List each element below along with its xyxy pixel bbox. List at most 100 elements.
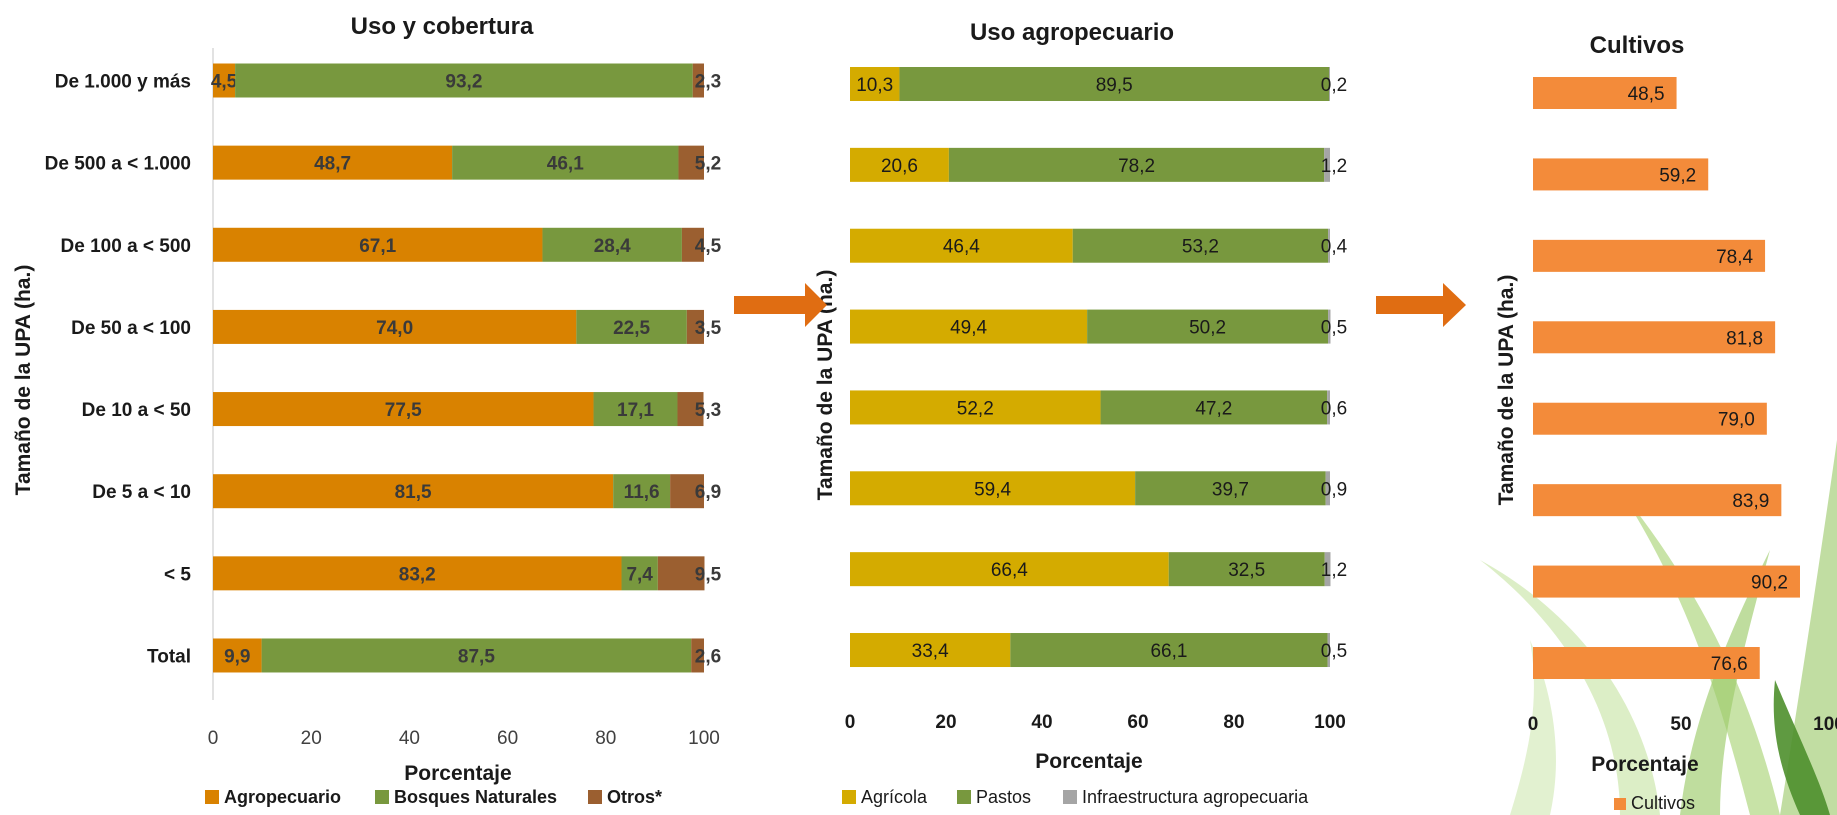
x-tick-label: 80 bbox=[595, 728, 616, 749]
data-label: 6,9 bbox=[695, 482, 721, 503]
data-label: 2,6 bbox=[695, 646, 721, 667]
data-label: 5,2 bbox=[695, 154, 721, 175]
legend-label: Cultivos bbox=[1631, 793, 1695, 813]
data-label: 78,2 bbox=[1118, 156, 1155, 177]
data-label: 7,4 bbox=[626, 564, 653, 585]
category-label: Total bbox=[147, 646, 191, 667]
data-label: 32,5 bbox=[1228, 560, 1265, 581]
data-label: 1,2 bbox=[1321, 156, 1347, 177]
x-tick-label: 100 bbox=[688, 728, 720, 749]
data-label: 49,4 bbox=[950, 318, 987, 339]
data-label: 9,5 bbox=[695, 564, 722, 585]
x-axis-label: Porcentaje bbox=[1591, 753, 1698, 776]
data-label: 1,2 bbox=[1321, 560, 1347, 581]
bar-segment bbox=[1327, 390, 1330, 425]
legend-swatch bbox=[957, 790, 971, 804]
data-label: 46,4 bbox=[943, 237, 980, 258]
data-label: 79,0 bbox=[1718, 410, 1755, 431]
bar-segment bbox=[213, 638, 262, 673]
data-label: 5,3 bbox=[695, 400, 721, 421]
data-label: 76,6 bbox=[1711, 654, 1748, 675]
data-label: 39,7 bbox=[1212, 479, 1249, 500]
x-tick-labels: 0 50 100 bbox=[1528, 714, 1837, 735]
legend-swatch bbox=[205, 790, 219, 804]
arrow-right-icon bbox=[1376, 283, 1466, 327]
bar-segment bbox=[1533, 158, 1709, 191]
legend-swatch bbox=[588, 790, 602, 804]
bar-segment bbox=[1325, 471, 1330, 506]
data-label: 0,5 bbox=[1321, 318, 1347, 339]
x-tick-label: 20 bbox=[301, 728, 322, 749]
legend-swatch bbox=[842, 790, 856, 804]
legend-label: Agropecuario bbox=[224, 787, 341, 807]
bar-segment bbox=[1072, 228, 1329, 263]
x-tick-label: 40 bbox=[1031, 712, 1052, 733]
bar-segment bbox=[452, 145, 679, 180]
data-label: 0,4 bbox=[1321, 237, 1348, 258]
data-label: 22,5 bbox=[613, 318, 650, 339]
bar-segment bbox=[1087, 309, 1329, 344]
legend-label: Bosques Naturales bbox=[394, 787, 557, 807]
category-label: De 100 a < 500 bbox=[61, 236, 191, 257]
data-label: 46,1 bbox=[547, 154, 584, 175]
bar-segment bbox=[235, 63, 693, 98]
bar-segment bbox=[850, 471, 1136, 506]
data-label: 0,5 bbox=[1321, 641, 1347, 662]
data-label: 89,5 bbox=[1096, 75, 1133, 96]
bar-segment bbox=[1533, 402, 1767, 435]
bars: 48,5 59,2 78,4 81,8 79,0 83,9 90,2 76,6 bbox=[1533, 77, 1800, 680]
x-tick-label: 0 bbox=[208, 728, 219, 749]
data-label: 83,2 bbox=[399, 564, 436, 585]
data-label: 0,2 bbox=[1321, 75, 1347, 96]
data-label: 81,5 bbox=[395, 482, 432, 503]
arrow-right-icon bbox=[734, 283, 827, 327]
x-tick-label: 40 bbox=[399, 728, 420, 749]
bars: 10,3 89,5 0,2 20,6 78,2 1,2 46,4 53,2 0,4 49,4 50,… bbox=[850, 67, 1348, 668]
data-label: 74,0 bbox=[376, 318, 413, 339]
data-label: 2,3 bbox=[695, 72, 721, 93]
bar-segment bbox=[686, 309, 704, 344]
x-tick-labels: 0 20 40 60 80 100 bbox=[845, 712, 1346, 733]
bar-segment bbox=[213, 227, 543, 262]
bar-segment bbox=[657, 556, 705, 591]
bar-segment bbox=[691, 638, 704, 673]
x-tick-label: 80 bbox=[1223, 712, 1244, 733]
bar-segment bbox=[948, 147, 1325, 182]
legend-swatch bbox=[375, 790, 389, 804]
bar-segment bbox=[899, 67, 1330, 101]
data-label: 9,9 bbox=[224, 646, 250, 667]
bar-segment bbox=[1324, 552, 1331, 587]
bar-segment bbox=[678, 145, 704, 180]
data-label: 3,5 bbox=[695, 318, 722, 339]
data-label: 4,5 bbox=[695, 236, 722, 257]
x-tick-label: 50 bbox=[1670, 714, 1691, 735]
bar-segment bbox=[213, 392, 594, 427]
bar-segment bbox=[1533, 77, 1677, 109]
chart-title: Uso agropecuario bbox=[970, 19, 1174, 46]
category-label: De 5 a < 10 bbox=[92, 482, 191, 503]
data-label: 0,9 bbox=[1321, 479, 1347, 500]
bar-segment bbox=[1329, 67, 1330, 101]
data-label: 77,5 bbox=[385, 400, 422, 421]
bar-segment bbox=[213, 63, 236, 98]
chart-title: Cultivos bbox=[1590, 32, 1685, 59]
bar-segment bbox=[850, 67, 900, 101]
data-label: 48,7 bbox=[314, 154, 351, 175]
x-axis-label: Porcentaje bbox=[404, 762, 511, 785]
category-label: De 10 a < 50 bbox=[82, 400, 191, 421]
bar-segment bbox=[681, 227, 704, 262]
data-label: 81,8 bbox=[1726, 328, 1763, 349]
legend-label: Infraestructura agropecuaria bbox=[1082, 787, 1309, 807]
data-label: 47,2 bbox=[1195, 398, 1232, 419]
data-label: 17,1 bbox=[617, 400, 654, 421]
data-label: 48,5 bbox=[1628, 84, 1665, 105]
bar-segment bbox=[613, 474, 671, 509]
x-tick-label: 0 bbox=[1528, 714, 1539, 735]
bar-segment bbox=[850, 552, 1169, 587]
uso-agropecuario-chart: Uso agropecuario Tamaño de la UPA (ha.) … bbox=[814, 19, 1348, 807]
background-grass-image bbox=[1480, 440, 1837, 815]
data-label: 10,3 bbox=[856, 75, 893, 96]
bars: 4,5 93,2 2,3 48,7 46,1 5,2 67,1 28,4 4,5 74,0 22,5… bbox=[211, 63, 722, 673]
data-label: 53,2 bbox=[1182, 237, 1219, 258]
data-label: 20,6 bbox=[881, 156, 918, 177]
